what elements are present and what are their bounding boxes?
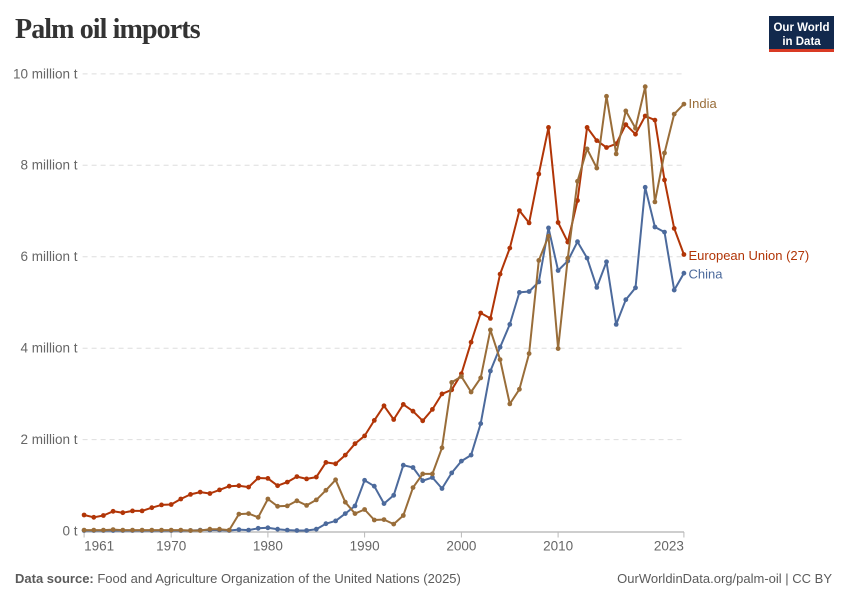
svg-text:2000: 2000: [446, 539, 476, 554]
svg-text:China: China: [689, 267, 724, 282]
svg-text:2010: 2010: [543, 539, 573, 554]
svg-text:1990: 1990: [350, 539, 380, 554]
svg-text:1961: 1961: [84, 539, 114, 554]
svg-text:1970: 1970: [156, 539, 186, 554]
svg-text:India: India: [689, 96, 718, 111]
svg-text:10 million t: 10 million t: [13, 66, 78, 81]
svg-text:European Union (27): European Union (27): [689, 248, 810, 263]
svg-text:1980: 1980: [253, 539, 283, 554]
svg-text:6 million t: 6 million t: [20, 249, 77, 264]
svg-text:4 million t: 4 million t: [20, 341, 77, 356]
svg-text:2023: 2023: [654, 539, 684, 554]
svg-text:2 million t: 2 million t: [20, 432, 77, 447]
svg-text:0 t: 0 t: [62, 523, 77, 538]
svg-text:8 million t: 8 million t: [20, 158, 77, 173]
